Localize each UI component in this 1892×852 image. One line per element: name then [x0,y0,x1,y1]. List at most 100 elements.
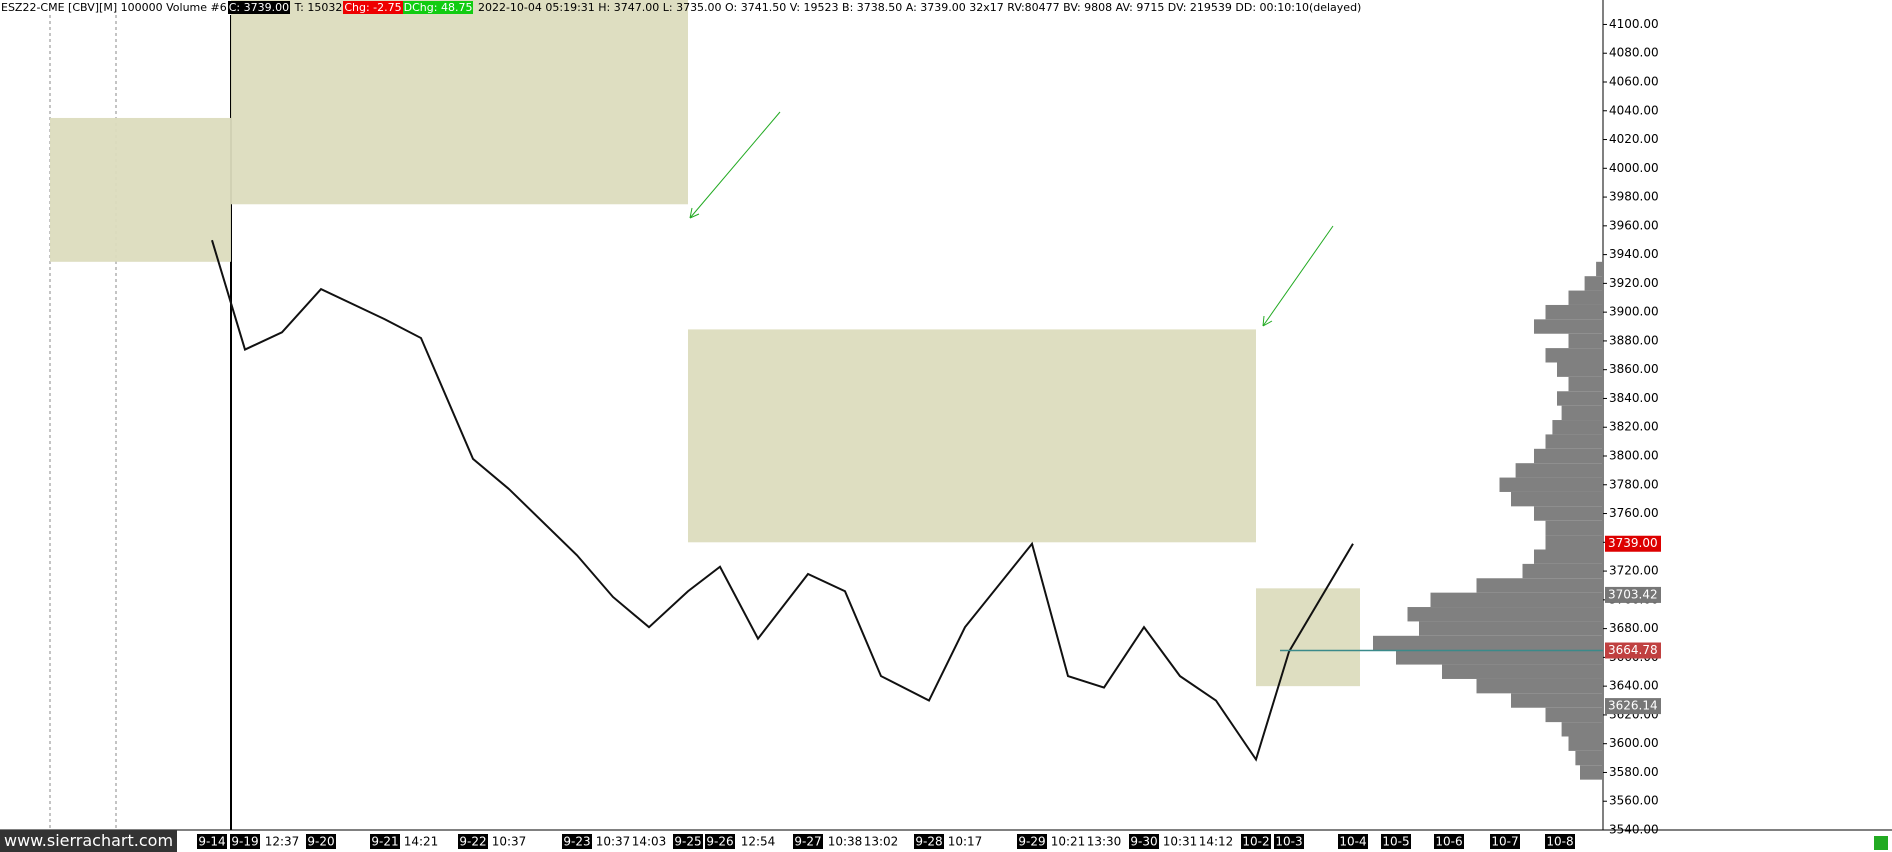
zone [1256,588,1360,687]
x-tick-label: 10:17 [948,835,983,849]
x-tick-label: 10-6 [1435,835,1462,849]
price-label: 3703.42 [1608,587,1658,601]
volume-profile-bar [1442,664,1603,679]
y-tick-label: 3600.00 [1609,736,1659,750]
x-label-box [370,834,400,849]
volume-profile-bar [1545,707,1603,723]
price-label-box [1605,698,1661,715]
y-tick-label: 3560.00 [1609,794,1659,808]
x-tick-label: 9-23 [563,835,590,849]
arrow [1262,225,1334,327]
volume-profile-bar [1407,607,1603,622]
x-tick-label: 10-7 [1491,835,1518,849]
y-tick-label: 4020.00 [1609,132,1659,146]
x-tick-label: 14:21 [404,835,439,849]
x-tick-label: 10-8 [1546,835,1573,849]
trades: T: 15032 [294,1,343,14]
volume-profile-bar [1557,391,1603,406]
x-label-box [1129,834,1159,849]
volume-profile-bar [1552,420,1603,435]
y-tick-label: 3640.00 [1609,679,1659,693]
volume-profile-bar [1419,621,1603,636]
y-tick-label: 3920.00 [1609,276,1659,290]
volume-profile-bar [1575,750,1603,766]
y-tick-label: 4100.00 [1609,17,1659,31]
volume-profile-bar [1534,549,1603,564]
price-label: 3739.00 [1608,536,1658,550]
symbol: ESZ22-CME [CBV][M] 100000 Volume #6 [1,1,227,14]
y-tick-label: 3720.00 [1609,564,1659,578]
y-tick-label: 4040.00 [1609,103,1659,117]
volume-profile-bar [1373,635,1603,651]
y-tick-label: 3880.00 [1609,333,1659,347]
y-tick-label: 3960.00 [1609,218,1659,232]
zones [50,0,1360,687]
x-label-box [1338,834,1368,849]
volume-profile-bar [1430,592,1603,608]
arrow [689,111,781,219]
volume-profile-bar [1534,319,1603,334]
x-tick-label: 9-19 [231,835,258,849]
day-change: DChg: 48.75 [402,1,474,14]
volume-profile-bar [1511,491,1603,507]
details: 2022-10-04 05:19:31 H: 3747.00 L: 3735.0… [477,1,1362,14]
volume-profile-bar [1545,304,1603,320]
x-label-box [1241,834,1271,849]
y-tick-label: 3580.00 [1609,765,1659,779]
volume-profile-bar [1515,463,1603,478]
y-tick-label: 3800.00 [1609,448,1659,462]
x-label-box [1545,834,1575,849]
price-label-box [1605,642,1661,659]
x-label-box [230,834,260,849]
zone [231,0,688,205]
arrow-head [689,207,700,219]
header: ESZ22-CME [CBV][M] 100000 Volume #6 C: 37… [0,0,1362,15]
status-box [1874,836,1888,850]
price-label: 3626.14 [1608,699,1658,713]
x-tick-label: 10:37 [492,835,527,849]
volume-profile-bar [1568,376,1603,392]
x-label-box [1274,834,1304,849]
x-tick-label: 10:37 [596,835,631,849]
x-tick-label: 12:37 [265,835,300,849]
x-label-box [458,834,488,849]
x-tick-label: 10:21 [1051,835,1086,849]
volume-profile-bar [1534,448,1603,464]
volume-profile-bar [1511,693,1603,708]
x-tick-label: 9-22 [459,835,486,849]
volume-profile-bar [1557,362,1603,377]
x-tick-label: 10:31 [1163,835,1198,849]
volume-profile-bar [1584,276,1603,291]
volume-profile-bar [1534,506,1603,521]
x-label-box [793,834,823,849]
y-tick-label: 3940.00 [1609,247,1659,261]
volume-profile-bar [1568,333,1603,349]
volume-profile-bar [1545,348,1603,363]
price-line [211,239,1354,762]
x-tick-label: 12:54 [741,835,776,849]
x-tick-label: 10-2 [1242,835,1269,849]
x-label-box [562,834,592,849]
x-tick-label: 9-28 [915,835,942,849]
volume-profile-bar [1561,405,1603,421]
y-tick-label: 4060.00 [1609,74,1659,88]
volume-profile-bar [1568,290,1603,305]
y-tick-label: 3980.00 [1609,190,1659,204]
y-tick-label: 3780.00 [1609,477,1659,491]
volume-profile-bar [1476,678,1603,694]
x-label-box [1381,834,1411,849]
x-tick-label: 9-25 [674,835,701,849]
arrow-head [1262,315,1273,327]
price-label-box [1605,535,1661,552]
x-label-box [197,834,227,849]
volume-profile-bar [1545,535,1603,550]
x-label-box [1490,834,1520,849]
y-tick-label: 3820.00 [1609,420,1659,434]
price-label-box [1605,586,1661,603]
volume-profile-bar [1522,563,1603,579]
volume-profile-bar [1545,520,1603,536]
x-tick-label: 9-14 [198,835,225,849]
x-tick-label: 9-29 [1018,835,1045,849]
